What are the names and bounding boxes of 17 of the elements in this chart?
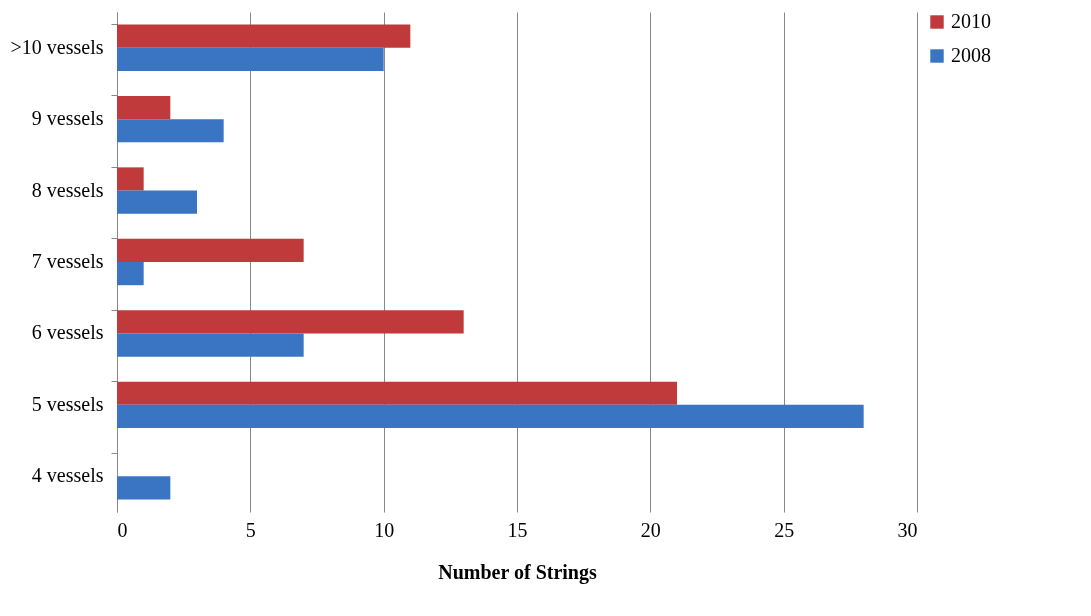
x-tick-label: 5 (245, 518, 256, 541)
y-tick-label: 7 vessels (31, 250, 104, 272)
y-tick-label: 8 vessels (31, 178, 104, 201)
x-tick-label: 10 (374, 518, 395, 541)
legend-label: 2008 (951, 44, 991, 66)
x-axis-title: Number of Strings (438, 560, 597, 584)
x-tick-label: 20 (640, 518, 661, 541)
y-tick-label: 5 vessels (31, 392, 104, 415)
x-tick-label: 0 (117, 518, 128, 541)
x-tick-label: 25 (774, 518, 795, 541)
y-tick-label: 4 vessels (31, 464, 104, 487)
x-tick-label: 15 (507, 518, 528, 541)
x-tick-label: 30 (897, 518, 918, 541)
y-tick-label: >10 vessels (10, 35, 104, 58)
y-tick-label: 6 vessels (31, 321, 104, 344)
legend-label: 2010 (951, 10, 991, 32)
y-tick-label: 9 vessels (31, 107, 104, 130)
